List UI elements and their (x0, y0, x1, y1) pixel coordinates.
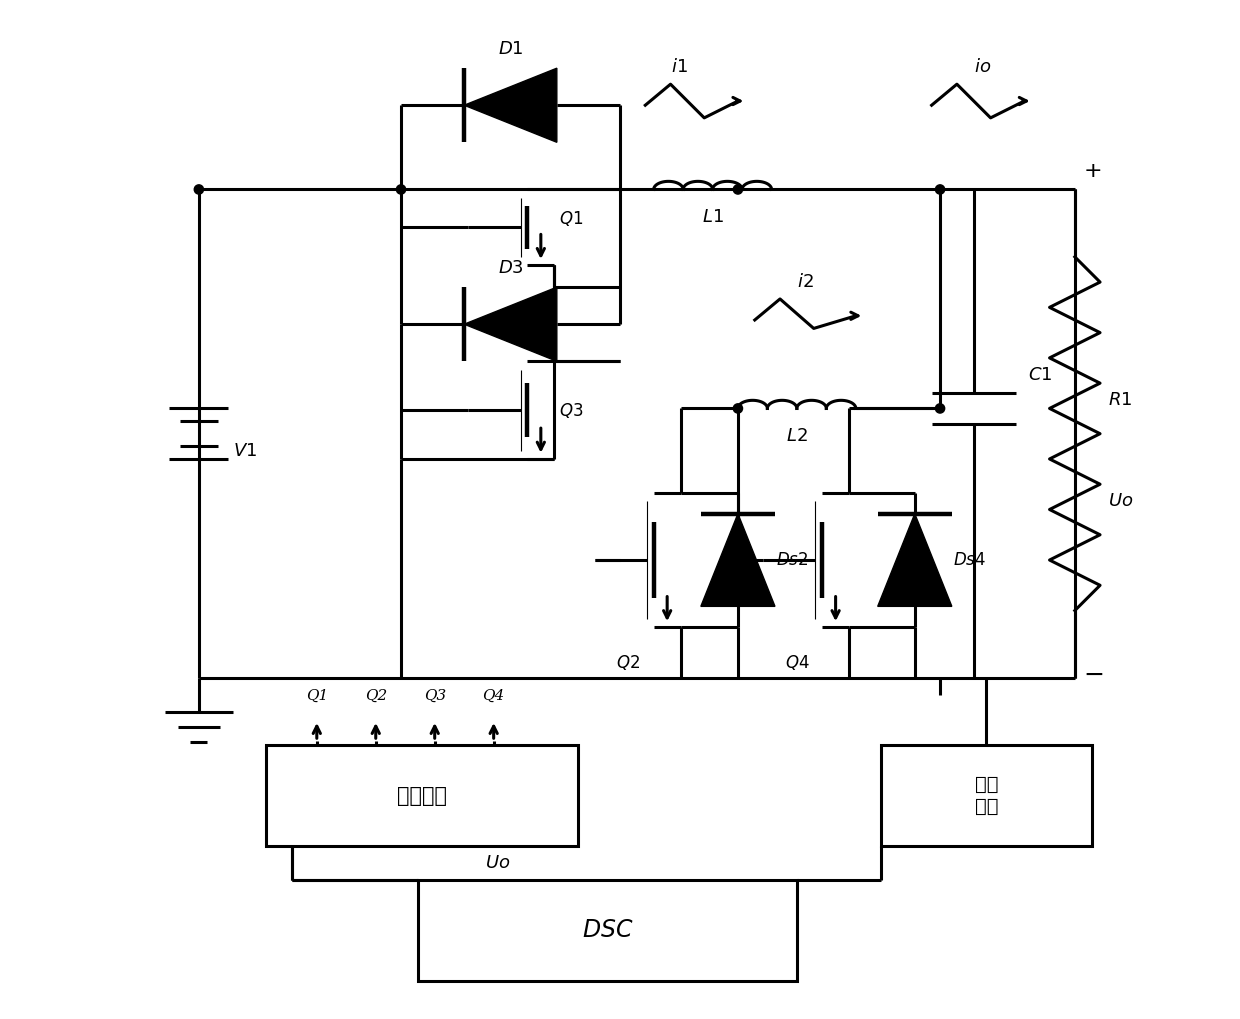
Text: $Q3$: $Q3$ (558, 400, 583, 420)
Text: $i2$: $i2$ (797, 272, 813, 290)
Text: $R1$: $R1$ (1109, 391, 1133, 409)
Text: $Ds4$: $Ds4$ (954, 551, 986, 569)
Text: $L1$: $L1$ (702, 208, 723, 226)
Text: $DSC$: $DSC$ (582, 919, 634, 943)
Text: $Q1$: $Q1$ (558, 210, 583, 228)
Text: $Ds2$: $Ds2$ (776, 551, 808, 569)
Text: $io$: $io$ (973, 58, 991, 75)
Text: $V1$: $V1$ (233, 441, 257, 460)
Text: $Uo$: $Uo$ (485, 854, 511, 872)
Circle shape (935, 404, 945, 413)
Polygon shape (701, 514, 775, 606)
Bar (267, 745, 578, 847)
Text: $D1$: $D1$ (497, 40, 523, 58)
Bar (882, 745, 1091, 847)
Text: $C1$: $C1$ (1028, 366, 1053, 384)
Text: $-$: $-$ (1084, 661, 1104, 686)
Circle shape (733, 404, 743, 413)
Text: $i1$: $i1$ (671, 58, 687, 75)
Text: $Q4$: $Q4$ (785, 653, 810, 672)
Polygon shape (464, 287, 557, 362)
Circle shape (733, 184, 743, 194)
Polygon shape (878, 514, 952, 606)
Text: $Uo$: $Uo$ (1109, 492, 1133, 511)
Text: $Q2$: $Q2$ (616, 653, 641, 672)
Text: $D3$: $D3$ (497, 259, 523, 277)
Circle shape (397, 184, 405, 194)
Text: Q3: Q3 (424, 689, 446, 703)
Text: Q2: Q2 (365, 689, 387, 703)
Text: 采样
电路: 采样 电路 (975, 775, 998, 816)
Circle shape (195, 184, 203, 194)
Text: $L2$: $L2$ (786, 427, 807, 445)
Circle shape (935, 184, 945, 194)
Text: Q4: Q4 (482, 689, 505, 703)
Text: 驱动电路: 驱动电路 (397, 786, 448, 806)
Polygon shape (464, 68, 557, 143)
Text: Q1: Q1 (306, 689, 327, 703)
Text: $+$: $+$ (1084, 161, 1101, 181)
Bar (418, 880, 797, 981)
